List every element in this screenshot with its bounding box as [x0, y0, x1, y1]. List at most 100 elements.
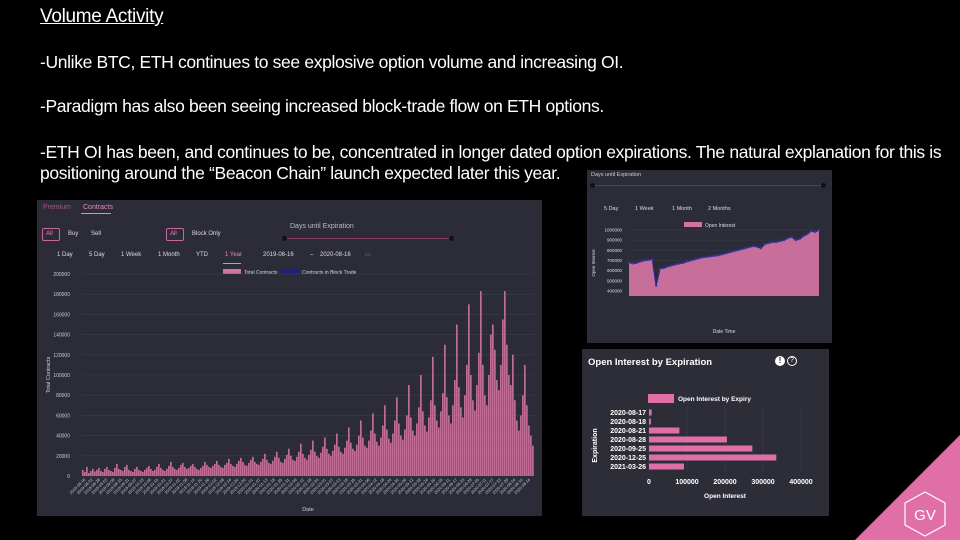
- days-slider-handle-right[interactable]: [449, 236, 454, 241]
- legend-swatch-block: [281, 269, 299, 274]
- oi-y-tick-label: 600000: [607, 268, 623, 273]
- bar-total-contracts: [164, 470, 166, 476]
- expiry-x-axis-label: Open Interest: [704, 493, 747, 500]
- oi-point: [814, 230, 817, 234]
- oi-point: [689, 259, 693, 262]
- y-tick-label: 20000: [56, 454, 70, 460]
- bar-total-contracts: [530, 435, 532, 476]
- oi-time-slider-handle-left[interactable]: [590, 183, 595, 188]
- range-1-day[interactable]: 1 Day: [57, 252, 73, 258]
- bar-total-contracts: [364, 445, 366, 476]
- brand-hexagon: [904, 491, 946, 537]
- bar-total-contracts: [254, 461, 256, 476]
- oi-point: [658, 267, 662, 270]
- y-axis-label: Total Contracts: [46, 356, 52, 393]
- expiry-category-label: 2020-09-25: [610, 446, 646, 453]
- oi-legend-swatch: [684, 222, 702, 227]
- bar-total-contracts: [182, 462, 184, 476]
- bar-total-contracts: [482, 364, 484, 476]
- range-1-year[interactable]: 1 Year: [225, 252, 243, 258]
- range-1-week[interactable]: 1 Week: [121, 252, 142, 258]
- bar-total-contracts: [148, 465, 150, 476]
- tab-premium[interactable]: Premium: [43, 204, 72, 211]
- oi-point: [647, 258, 650, 262]
- bar-total-contracts: [176, 469, 178, 476]
- range-ytd[interactable]: YTD: [196, 252, 208, 258]
- trade-filter-all[interactable]: All: [166, 228, 184, 241]
- oi-time-slider-handle-right[interactable]: [821, 183, 826, 188]
- oi-y-tick-label: 800000: [607, 248, 623, 253]
- bar-total-contracts: [226, 462, 228, 476]
- bar-total-contracts: [368, 440, 370, 476]
- bar-total-contracts: [384, 405, 386, 476]
- y-tick-label: 200000: [53, 272, 70, 278]
- days-slider-track[interactable]: [284, 238, 452, 239]
- oi-range-2-months[interactable]: 2 Months: [708, 206, 731, 212]
- oi-point: [631, 262, 634, 265]
- bar-total-contracts: [304, 457, 306, 476]
- bar-total-contracts: [150, 468, 152, 476]
- bar-total-contracts: [236, 463, 238, 476]
- bar-total-contracts: [146, 467, 148, 476]
- bar-total-contracts: [456, 324, 458, 476]
- bar-total-contracts: [160, 467, 162, 476]
- oi-expiry-title: Open Interest by Expiration: [588, 357, 713, 368]
- y-tick-label: 180000: [53, 292, 70, 298]
- bar-total-contracts: [356, 444, 358, 476]
- bar-total-contracts: [500, 364, 502, 476]
- oi-range-1-month[interactable]: 1 Month: [672, 206, 692, 212]
- expiry-bar: [649, 463, 684, 470]
- bar-total-contracts: [308, 454, 310, 476]
- help-icon[interactable]: ?: [787, 356, 797, 366]
- bar-total-contracts: [462, 417, 464, 476]
- oi-time-slider-track[interactable]: [592, 185, 824, 186]
- bar-total-contracts: [324, 437, 326, 476]
- bar-total-contracts: [168, 465, 170, 476]
- oi-time-slider-label: Days until Expiration: [591, 172, 642, 178]
- bar-total-contracts: [458, 387, 460, 476]
- oi-point: [686, 260, 689, 263]
- bar-total-contracts: [126, 464, 128, 476]
- bar-total-contracts: [424, 425, 426, 476]
- bar-total-contracts: [118, 468, 120, 476]
- bar-total-contracts: [264, 453, 266, 476]
- range-5-day[interactable]: 5 Day: [89, 252, 105, 258]
- bar-total-contracts: [294, 460, 296, 476]
- bar-total-contracts: [472, 400, 474, 476]
- bar-total-contracts: [348, 427, 350, 476]
- bar-total-contracts: [454, 380, 456, 476]
- days-slider-handle-left[interactable]: [282, 236, 287, 241]
- trade-filter-block-only[interactable]: Block Only: [192, 231, 221, 237]
- oi-y-tick-label: 700000: [607, 258, 623, 263]
- bar-total-contracts: [298, 451, 300, 476]
- y-tick-label: 140000: [53, 333, 70, 339]
- bar-total-contracts: [106, 466, 108, 476]
- tab-contracts[interactable]: Contracts: [83, 204, 113, 211]
- oi-range-1-week[interactable]: 1 Week: [635, 206, 654, 212]
- alert-icon[interactable]: !: [775, 356, 785, 366]
- expiry-x-tick-label: 0: [647, 479, 651, 486]
- calendar-icon[interactable]: ▭: [365, 252, 371, 258]
- type-filter-buy[interactable]: Buy: [68, 231, 79, 237]
- bar-total-contracts: [488, 375, 490, 476]
- oi-point: [740, 248, 743, 251]
- oi-point: [744, 247, 747, 250]
- open-interest-chart: Open Interest 400000 500000 600000 700000 800…: [591, 222, 821, 335]
- bar-total-contracts: [448, 415, 450, 476]
- bar-total-contracts: [204, 461, 206, 476]
- date-to-input[interactable]: 2020-08-16: [320, 252, 351, 258]
- bar-total-contracts: [180, 464, 182, 476]
- oi-point: [751, 245, 755, 248]
- bar-total-contracts: [392, 433, 394, 476]
- bar-total-contracts: [190, 465, 192, 476]
- date-from-input[interactable]: 2019-08-16: [263, 252, 294, 258]
- legend-label-block: Contracts in Block Trade: [302, 270, 357, 276]
- type-filter-all[interactable]: All: [42, 228, 60, 241]
- range-1-month[interactable]: 1 Month: [158, 252, 180, 258]
- type-filter-sell[interactable]: Sell: [91, 231, 102, 237]
- expiry-bar: [649, 418, 651, 425]
- oi-point: [736, 249, 739, 252]
- oi-range-5-day[interactable]: 5 Day: [604, 206, 619, 212]
- bar-total-contracts: [240, 457, 242, 476]
- expiry-x-tick-label: 400000: [789, 479, 812, 486]
